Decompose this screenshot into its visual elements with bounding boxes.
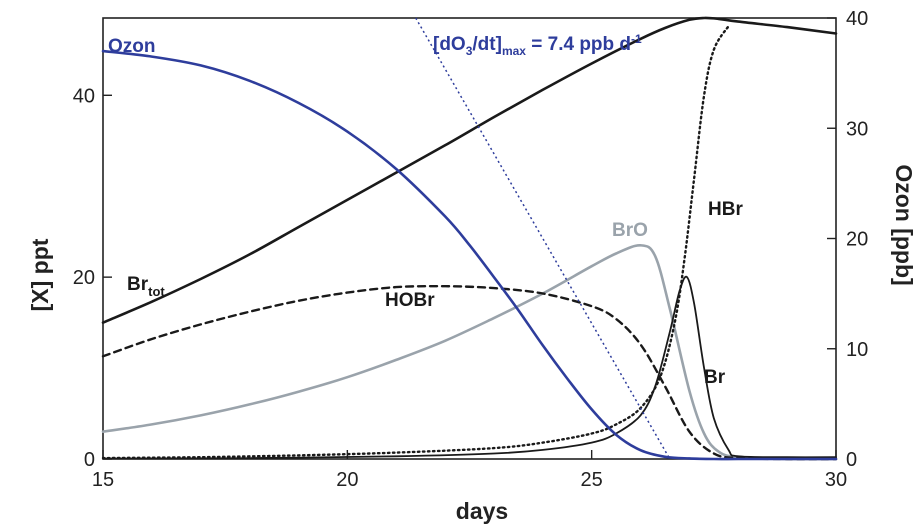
label-hbr: HBr [708, 199, 743, 220]
x-axis-title: days [456, 498, 508, 524]
plot-border [102, 17, 837, 460]
label-brtot-main: Br [127, 274, 149, 295]
annot-tail: = 7.4 ppb d [526, 34, 631, 55]
series-layer [101, 16, 838, 461]
annot-sup: -1 [631, 32, 642, 46]
right-axis-title: Ozon [ppb] [891, 164, 917, 285]
left-y-tick-label: 20 [73, 267, 95, 289]
label-hobr: HOBr [385, 290, 435, 311]
annotation-max-rate: [dO3/dt]max = 7.4 ppb d-1 [433, 32, 642, 58]
label-br: Br [704, 367, 726, 388]
label-bro: BrO [612, 220, 648, 241]
left-axis-title: [X] ppt [27, 238, 53, 311]
series-line-br-tot [101, 16, 838, 324]
annot-sub1: 3 [466, 44, 473, 58]
right-y-tick-label: 10 [846, 339, 868, 361]
annot-mid: /dt] [472, 34, 502, 55]
left-y-tick-label: 0 [84, 449, 95, 471]
series-line-hbr [101, 25, 730, 460]
annot-main: [dO [433, 34, 466, 55]
right-y-tick-label: 40 [846, 8, 868, 30]
label-ozon: Ozon [108, 36, 156, 57]
x-tick-label: 25 [581, 469, 603, 491]
left-y-tick-label: 40 [73, 85, 95, 107]
x-tick-label: 20 [336, 469, 358, 491]
plot-frame [102, 17, 837, 460]
label-brtot: Brtot [127, 274, 165, 299]
right-y-tick-label: 20 [846, 229, 868, 251]
series-line-bro [101, 243, 838, 461]
series-line-ozon [101, 49, 838, 461]
right-y-tick-label: 30 [846, 118, 868, 140]
series-line-hobr [101, 284, 838, 461]
label-brtot-sub: tot [148, 284, 165, 299]
series-line-br [102, 275, 837, 460]
right-y-tick-label: 0 [846, 449, 857, 471]
x-tick-label: 15 [92, 469, 114, 491]
x-tick-label: 30 [825, 469, 847, 491]
annot-sub2: max [502, 44, 526, 58]
